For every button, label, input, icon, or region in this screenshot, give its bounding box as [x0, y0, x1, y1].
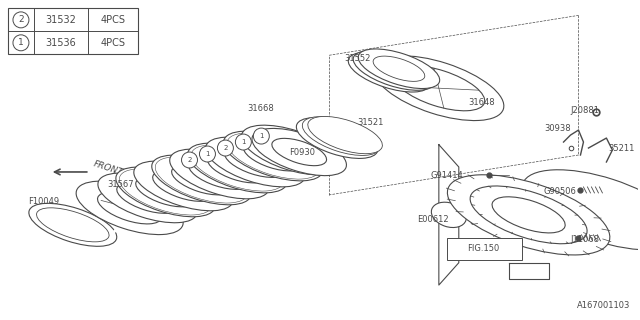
Text: F0930: F0930 [289, 148, 316, 156]
FancyBboxPatch shape [447, 238, 522, 260]
Text: A167001103: A167001103 [577, 300, 630, 310]
Ellipse shape [260, 135, 322, 165]
Text: E00612: E00612 [417, 215, 449, 224]
Ellipse shape [358, 49, 440, 89]
Text: FIG.150: FIG.150 [468, 244, 500, 253]
Circle shape [200, 146, 216, 162]
Text: FRONT: FRONT [92, 159, 124, 177]
Ellipse shape [363, 60, 415, 85]
Ellipse shape [348, 52, 429, 92]
Text: 1: 1 [205, 151, 210, 157]
Ellipse shape [189, 159, 250, 189]
Ellipse shape [431, 202, 467, 228]
Text: 1: 1 [259, 133, 264, 139]
Ellipse shape [296, 118, 378, 158]
Ellipse shape [447, 175, 610, 255]
Text: 30938: 30938 [545, 124, 571, 132]
Circle shape [236, 134, 252, 150]
Ellipse shape [134, 161, 233, 211]
Ellipse shape [170, 149, 269, 199]
Polygon shape [588, 138, 612, 162]
Text: 1: 1 [18, 38, 24, 47]
Text: 1: 1 [241, 139, 246, 145]
Text: F10049: F10049 [28, 197, 59, 206]
Ellipse shape [205, 137, 305, 187]
Text: G91414: G91414 [431, 172, 463, 180]
Ellipse shape [172, 165, 231, 195]
Text: 4PCS: 4PCS [100, 15, 125, 25]
Circle shape [13, 35, 29, 51]
Ellipse shape [522, 170, 640, 250]
Ellipse shape [97, 192, 162, 224]
Text: J11068: J11068 [570, 235, 600, 244]
Ellipse shape [368, 58, 420, 83]
Text: 4PCS: 4PCS [100, 38, 125, 48]
Ellipse shape [116, 182, 179, 213]
Text: 31567: 31567 [108, 180, 134, 189]
Ellipse shape [302, 117, 380, 156]
Ellipse shape [36, 208, 109, 242]
Circle shape [218, 140, 234, 156]
Ellipse shape [188, 143, 287, 193]
Ellipse shape [29, 203, 116, 246]
Ellipse shape [373, 56, 425, 81]
Circle shape [253, 128, 269, 144]
Text: 31536: 31536 [45, 38, 76, 48]
Text: 2: 2 [188, 157, 192, 163]
Text: J20881: J20881 [570, 106, 600, 115]
Ellipse shape [223, 131, 323, 181]
Ellipse shape [207, 153, 268, 183]
Ellipse shape [98, 173, 197, 223]
Ellipse shape [308, 116, 382, 154]
Ellipse shape [393, 66, 484, 111]
Ellipse shape [136, 177, 195, 207]
Ellipse shape [492, 197, 565, 233]
Ellipse shape [225, 147, 286, 177]
Ellipse shape [312, 126, 362, 150]
Text: 31648: 31648 [468, 98, 495, 107]
Text: 31532: 31532 [45, 15, 76, 25]
Text: G90506: G90506 [543, 188, 577, 196]
Circle shape [182, 152, 198, 168]
Text: 2: 2 [18, 15, 24, 24]
Ellipse shape [76, 181, 183, 235]
Text: 2: 2 [223, 145, 228, 151]
Ellipse shape [243, 141, 303, 171]
Ellipse shape [152, 155, 251, 205]
Ellipse shape [374, 56, 504, 121]
Ellipse shape [252, 128, 346, 176]
Circle shape [13, 12, 29, 28]
Ellipse shape [116, 167, 215, 217]
Text: 31552: 31552 [344, 54, 371, 63]
Text: 35211: 35211 [609, 144, 635, 153]
Text: 31521: 31521 [357, 117, 383, 127]
Ellipse shape [353, 51, 435, 90]
Ellipse shape [272, 138, 326, 166]
Ellipse shape [470, 186, 587, 244]
FancyBboxPatch shape [8, 8, 138, 54]
Ellipse shape [153, 171, 214, 201]
Ellipse shape [241, 125, 341, 175]
Text: 31668: 31668 [247, 104, 274, 113]
